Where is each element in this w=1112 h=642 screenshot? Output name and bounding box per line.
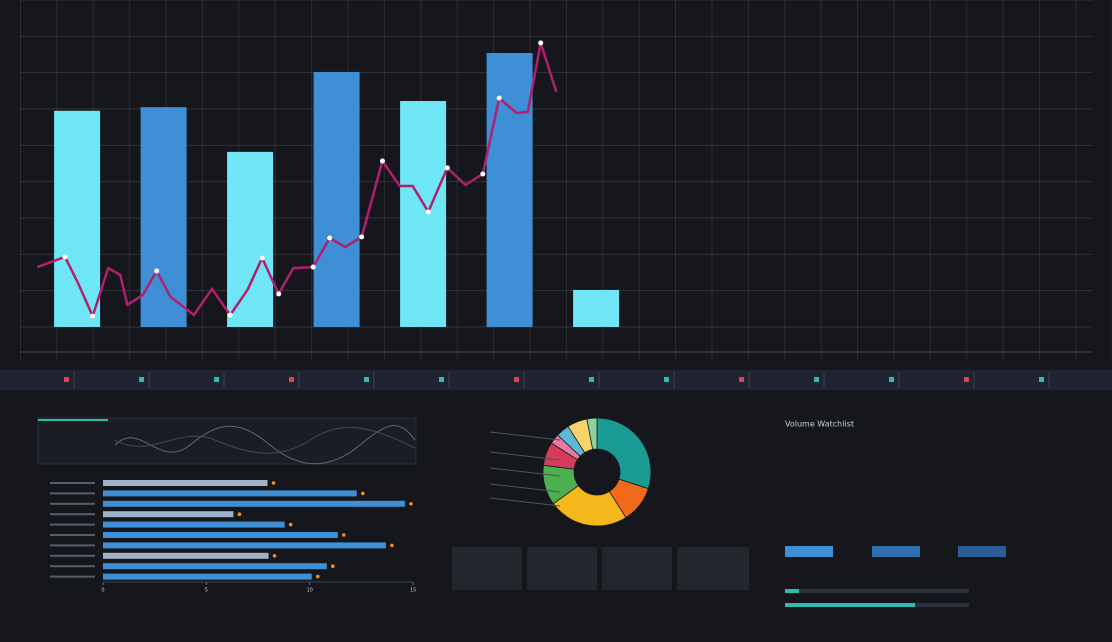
- empty-cells: [452, 547, 749, 590]
- leader-line: [489, 497, 561, 507]
- wave: [114, 427, 416, 454]
- point-marker: [327, 235, 333, 241]
- bar: [103, 532, 338, 538]
- point-marker: [90, 313, 96, 319]
- ticker-chip: [589, 377, 594, 382]
- point-marker: [154, 268, 160, 274]
- point-marker: [444, 165, 450, 171]
- cell: [527, 547, 597, 590]
- ticker-chip: [814, 377, 819, 382]
- line: [36, 42, 558, 320]
- bar-end-marker: [288, 522, 293, 527]
- x-tick-label: 10: [306, 588, 312, 594]
- bar: [103, 573, 312, 580]
- x-tick-label: 15: [410, 588, 416, 594]
- label-placeholder: [50, 492, 95, 495]
- ticker-chip: [739, 377, 744, 382]
- donut-slice: [586, 417, 598, 450]
- ticker-chip: [289, 377, 294, 382]
- donut-slice: [552, 484, 627, 527]
- label-placeholder: [50, 523, 95, 526]
- ticker-chip: [214, 377, 219, 382]
- point-marker: [227, 312, 233, 318]
- ticker-chip: [514, 377, 519, 382]
- ticker-chip: [664, 377, 669, 382]
- ticker-chip: [964, 377, 969, 382]
- bar: [103, 542, 386, 549]
- bar: [486, 53, 533, 328]
- ticker-chip: [139, 377, 144, 382]
- bar: [400, 101, 447, 327]
- bar: [140, 107, 187, 327]
- watch-box: [958, 546, 1006, 557]
- label-placeholder: [50, 482, 95, 484]
- label-placeholder: [50, 544, 95, 547]
- bar-end-marker: [237, 512, 242, 516]
- label-placeholder: [50, 534, 95, 536]
- label-placeholder: [50, 502, 95, 505]
- ticker-chip: [439, 377, 444, 382]
- bar-end-marker: [360, 491, 365, 496]
- progress-fill: [785, 603, 915, 607]
- label-placeholder: [50, 575, 95, 578]
- bar: [103, 490, 357, 497]
- point-marker: [379, 158, 385, 164]
- bar-end-marker: [272, 554, 277, 558]
- x-tick-label: 5: [205, 588, 208, 594]
- bar: [103, 511, 234, 518]
- cell: [602, 547, 672, 590]
- point-marker: [276, 291, 282, 297]
- bar-end-marker: [409, 502, 413, 506]
- bar: [103, 521, 285, 528]
- label-placeholder: [50, 565, 95, 568]
- leader-line: [489, 467, 561, 477]
- ticker-chip: [1039, 377, 1044, 382]
- point-marker: [425, 209, 431, 215]
- watchlist-title: Volume Watchlist: [785, 420, 854, 429]
- cell: [452, 547, 522, 590]
- wave: [114, 425, 416, 465]
- point-marker: [259, 255, 265, 261]
- progress-fill: [785, 589, 799, 593]
- progress-track: [785, 589, 969, 593]
- wave-panel: [37, 417, 417, 465]
- bar-end-marker: [315, 574, 320, 579]
- bar-end-marker: [341, 533, 346, 537]
- ticker-strip: [0, 370, 1112, 390]
- point-marker: [359, 234, 365, 240]
- bar: [103, 500, 405, 507]
- watch-box: [785, 546, 833, 557]
- point-marker: [496, 95, 502, 101]
- bar: [103, 552, 269, 559]
- cell: [677, 547, 749, 590]
- x-tick-label: 0: [101, 588, 104, 594]
- point-marker: [310, 264, 316, 270]
- bar: [227, 151, 274, 327]
- label-placeholder: [50, 513, 95, 516]
- leader-line: [489, 483, 561, 493]
- point-marker: [62, 254, 68, 260]
- donut-slice: [596, 417, 652, 490]
- bar-end-marker: [331, 564, 335, 568]
- point-marker: [480, 171, 486, 177]
- label-placeholder: [50, 554, 95, 557]
- bar: [313, 71, 360, 327]
- ticker-chip: [889, 377, 894, 382]
- leader-line: [489, 431, 561, 441]
- bar: [103, 563, 327, 570]
- bar: [54, 110, 101, 327]
- bar-end-marker: [271, 481, 276, 485]
- ticker-chip: [364, 377, 369, 382]
- ticker-chip: [64, 377, 69, 382]
- bar-end-marker: [390, 543, 394, 548]
- bar: [573, 289, 620, 327]
- bar: [103, 480, 268, 486]
- leader-line: [489, 451, 561, 461]
- watch-box: [872, 546, 920, 557]
- point-marker: [538, 40, 544, 46]
